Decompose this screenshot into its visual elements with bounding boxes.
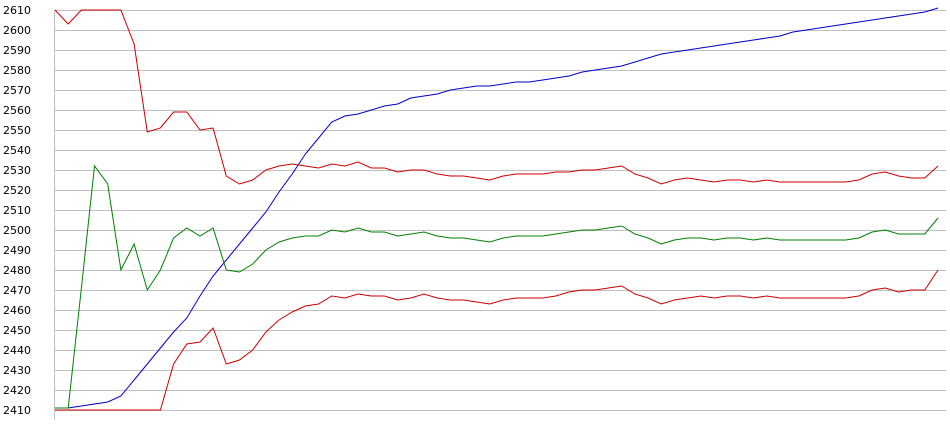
y-tick-label: 2490 <box>3 244 31 257</box>
y-tick-label: 2560 <box>3 104 31 117</box>
series-line-1 <box>55 7 939 409</box>
y-tick-label: 2450 <box>3 324 31 337</box>
y-tick-label: 2540 <box>3 144 31 157</box>
y-tick-label: 2530 <box>3 164 31 177</box>
y-tick-label: 2580 <box>3 64 31 77</box>
y-tick-label: 2610 <box>3 4 31 17</box>
y-axis-tick-labels: 2610 2600 2590 2580 2570 2560 2550 2540 2530 2520… <box>3 4 31 417</box>
series-line-2 <box>54 9 939 185</box>
y-tick-label: 2600 <box>3 24 31 37</box>
y-tick-label: 2590 <box>3 44 31 57</box>
series-line-4 <box>55 269 939 411</box>
y-tick-label: 2500 <box>3 224 31 237</box>
y-tick-label: 2480 <box>3 264 31 277</box>
y-tick-label: 2510 <box>3 204 31 217</box>
y-tick-label: 2570 <box>3 84 31 97</box>
y-tick-label: 2420 <box>3 384 31 397</box>
series-line-3 <box>55 164 939 409</box>
y-tick-label: 2460 <box>3 304 31 317</box>
y-tick-label: 2440 <box>3 344 31 357</box>
series-group <box>54 7 939 411</box>
grid <box>55 10 946 411</box>
y-tick-label: 2470 <box>3 284 31 297</box>
y-tick-label: 2520 <box>3 184 31 197</box>
y-tick-label: 2430 <box>3 364 31 377</box>
y-tick-label: 2410 <box>3 404 31 417</box>
y-tick-label: 2550 <box>3 124 31 137</box>
